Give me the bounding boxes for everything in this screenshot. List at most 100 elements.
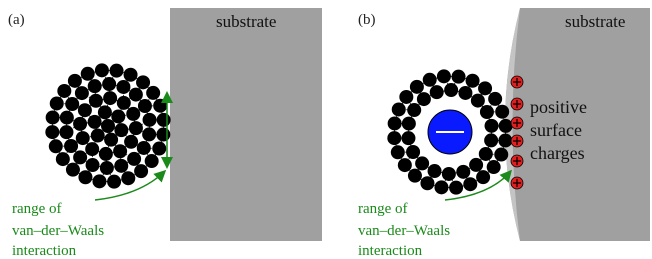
annotation-line: range of <box>358 201 408 217</box>
atom <box>124 68 138 82</box>
atom <box>480 105 494 119</box>
atom <box>485 119 499 133</box>
atom <box>387 131 401 145</box>
atom <box>476 170 490 184</box>
atom <box>479 147 493 161</box>
atom <box>452 70 466 84</box>
atom <box>399 90 413 104</box>
atom <box>495 105 509 119</box>
atom <box>59 125 73 139</box>
atom <box>116 80 130 94</box>
atom <box>78 170 92 184</box>
atom <box>388 116 402 130</box>
atom <box>145 154 159 168</box>
atom <box>488 92 502 106</box>
panel-label: (b) <box>358 12 376 28</box>
atom <box>60 111 74 125</box>
atom <box>408 169 422 183</box>
atom <box>487 160 501 174</box>
atom <box>127 152 141 166</box>
atom <box>102 77 116 91</box>
atom <box>114 123 128 137</box>
atom <box>92 174 106 188</box>
atom <box>153 99 167 113</box>
atom <box>86 158 100 172</box>
atom <box>444 83 458 97</box>
atom <box>104 133 118 147</box>
charges-label: surface <box>530 120 582 140</box>
atom <box>478 81 492 95</box>
atom <box>137 141 151 155</box>
atom <box>66 163 80 177</box>
atom <box>124 135 138 149</box>
atom <box>401 131 415 145</box>
charges-label: charges <box>530 143 585 163</box>
substrate-block <box>170 8 322 241</box>
atom <box>99 147 113 161</box>
atom <box>494 148 508 162</box>
atom <box>129 121 143 135</box>
atom <box>121 171 135 185</box>
atom <box>430 85 444 99</box>
atom <box>499 119 513 133</box>
atom <box>420 176 434 190</box>
atom <box>101 119 115 133</box>
atom <box>85 142 99 156</box>
atom <box>88 115 102 129</box>
atom <box>142 127 156 141</box>
atom <box>138 99 152 113</box>
atom <box>117 96 131 110</box>
atom <box>456 165 470 179</box>
atom <box>398 158 412 172</box>
atom <box>88 79 102 93</box>
panel-b: (b) substrate positive surface charges r… <box>358 8 650 259</box>
atom <box>129 88 143 102</box>
atom <box>73 150 87 164</box>
atom <box>100 161 114 175</box>
atom <box>95 63 109 77</box>
atom <box>134 164 148 178</box>
atom <box>57 84 71 98</box>
atom <box>415 156 429 170</box>
atom <box>156 128 170 142</box>
atom <box>103 91 117 105</box>
substrate-label: substrate <box>216 12 276 31</box>
atom <box>391 145 405 159</box>
atom <box>50 96 64 110</box>
atom <box>442 167 456 181</box>
atom <box>111 109 125 123</box>
atom <box>484 133 498 147</box>
atom <box>392 102 406 116</box>
atom <box>126 107 140 121</box>
atom <box>56 152 70 166</box>
atom <box>89 94 103 108</box>
atom <box>434 180 448 194</box>
atom <box>428 164 442 178</box>
atom <box>143 113 157 127</box>
atom <box>113 144 127 158</box>
atom <box>417 92 431 106</box>
atom <box>91 129 105 143</box>
atom <box>407 103 421 117</box>
atom <box>423 73 437 87</box>
atom <box>107 175 121 189</box>
atom <box>45 125 59 139</box>
atom <box>114 159 128 173</box>
atom <box>498 134 512 148</box>
atom <box>73 117 87 131</box>
atom <box>98 105 112 119</box>
atom <box>410 80 424 94</box>
atom <box>76 131 90 145</box>
atom <box>437 69 451 83</box>
atom <box>75 86 89 100</box>
atom <box>402 117 416 131</box>
annotation-line: range of <box>12 201 62 217</box>
atom <box>157 113 171 127</box>
atom <box>469 158 483 172</box>
atom <box>81 67 95 81</box>
atom <box>46 110 60 124</box>
atom <box>463 177 477 191</box>
atom <box>136 75 150 89</box>
atom <box>65 97 79 111</box>
atom <box>49 139 63 153</box>
